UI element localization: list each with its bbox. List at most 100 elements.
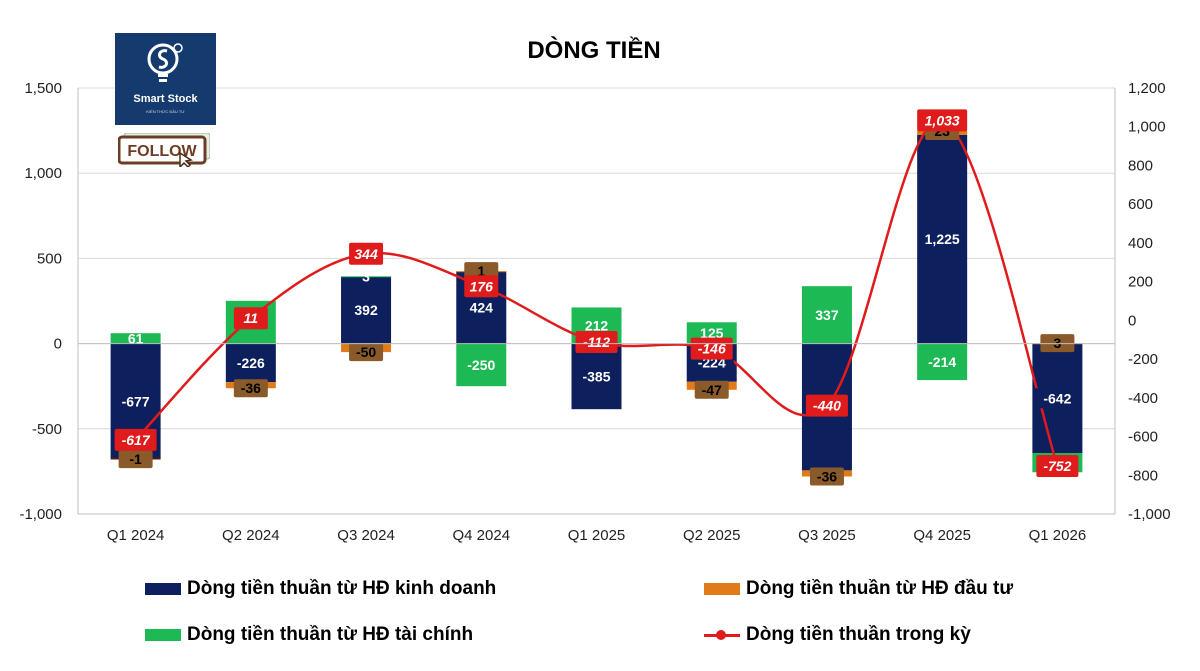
bar-label-investing: 1	[477, 263, 485, 279]
net-label-box	[575, 331, 618, 354]
follow-button[interactable]: FOLLOW	[118, 133, 210, 167]
bar-label-operating: -226	[237, 355, 265, 371]
bar-label-box-investing	[694, 380, 729, 399]
legend-label-investing: Dòng tiền thuần từ HĐ đầu tư	[746, 578, 1014, 599]
y-left-tick-label: -1,000	[19, 506, 62, 523]
bar-label-financing: 125	[700, 325, 724, 341]
y-left-tick-label: -500	[32, 421, 62, 438]
bar-label-investing: -50	[356, 344, 376, 360]
bar-label-investing: -36	[241, 380, 261, 396]
legend-swatch-investing	[704, 583, 740, 595]
legend-label-net: Dòng tiền thuần trong kỳ	[746, 624, 971, 645]
bar-label-operating: -642	[1043, 390, 1071, 406]
logo-name: Smart Stock	[133, 93, 198, 105]
bar-label-financing: -214	[928, 354, 956, 370]
net-label-box	[464, 275, 499, 298]
smart-stock-logo: Smart Stock KIẾN THỨC ĐẦU TƯ	[115, 33, 216, 125]
legend-swatch-operating	[145, 583, 181, 595]
legend-item-investing: Dòng tiền thuần từ HĐ đầu tư	[704, 578, 1013, 600]
cursor-icon	[179, 151, 193, 167]
net-label-box	[349, 242, 384, 265]
bar-financing	[917, 343, 968, 381]
bar-label-investing: -36	[817, 469, 837, 485]
bar-label-financing: -250	[467, 357, 495, 373]
y-left-tick-label: 0	[54, 336, 62, 353]
bar-label-financing: 337	[815, 307, 839, 323]
legend-item-operating: Dòng tiền thuần từ HĐ kinh doanh	[145, 578, 496, 600]
bar-label-operating: 1,225	[925, 231, 960, 247]
bar-label-financing: 212	[585, 318, 609, 334]
y-right-tick-label: -400	[1128, 390, 1158, 407]
chart-canvas: -677-161-226-36251392-5034241-250-385212…	[19, 36, 1170, 544]
net-label: 11	[244, 310, 259, 326]
logo-tagline: KIẾN THỨC ĐẦU TƯ	[146, 109, 185, 114]
x-tick-label: Q2 2025	[683, 527, 741, 544]
net-label-box	[1036, 454, 1079, 477]
bar-label-operating: 424	[470, 299, 494, 315]
net-label-box	[114, 428, 157, 451]
legend-label-operating: Dòng tiền thuần từ HĐ kinh doanh	[187, 578, 497, 599]
net-label-box	[917, 109, 968, 132]
y-right-tick-label: 0	[1128, 312, 1136, 329]
net-label: -146	[698, 341, 726, 357]
bar-label-box-operating	[113, 391, 158, 412]
legend-swatch-net	[704, 629, 740, 641]
y-right-tick-label: 1,000	[1128, 119, 1166, 136]
x-tick-label: Q4 2024	[453, 527, 511, 544]
bar-label-box-investing	[233, 379, 268, 398]
y-left-tick-label: 500	[37, 250, 62, 267]
y-left-tick-label: 1,500	[24, 80, 62, 97]
bar-label-box-operating	[1035, 388, 1080, 409]
x-tick-label: Q1 2024	[107, 527, 165, 544]
bar-label-box-investing	[1040, 334, 1075, 353]
bar-label-box-operating	[228, 352, 273, 373]
y-left-tick-label: 1,000	[24, 165, 62, 182]
chart-title: DÒNG TIỀN	[527, 36, 660, 64]
bar-label-box-investing	[349, 343, 384, 362]
bar-label-investing: -1	[129, 451, 142, 467]
x-tick-label: Q1 2025	[568, 527, 626, 544]
x-tick-label: Q4 2025	[913, 527, 971, 544]
lightbulb-icon	[147, 43, 183, 82]
bar-label-box-operating	[344, 300, 389, 321]
legend-label-financing: Dòng tiền thuần từ HĐ tài chính	[187, 624, 474, 645]
bar-financing	[110, 333, 161, 344]
legend-swatch-financing	[145, 629, 181, 641]
bar-label-box-operating	[459, 297, 504, 318]
bar-financing	[456, 343, 507, 387]
net-label: 344	[354, 246, 378, 262]
y-right-tick-label: 200	[1128, 274, 1153, 291]
bar-label-investing: -47	[702, 382, 722, 398]
bar-label-operating: -385	[582, 368, 610, 384]
net-label: -617	[122, 432, 151, 448]
bar-label-operating: 392	[354, 302, 378, 318]
net-label: -112	[583, 334, 610, 350]
net-label: 176	[470, 278, 494, 294]
x-tick-label: Q3 2024	[337, 527, 395, 544]
bar-label-box-operating	[574, 366, 619, 387]
x-tick-label: Q1 2026	[1029, 527, 1087, 544]
net-label: -440	[813, 398, 841, 414]
y-right-tick-label: -200	[1128, 351, 1158, 368]
x-tick-label: Q2 2024	[222, 527, 280, 544]
net-label-box	[805, 394, 848, 417]
net-label: -752	[1043, 458, 1071, 474]
bar-label-box-investing	[118, 450, 153, 469]
y-right-tick-label: -600	[1128, 429, 1158, 446]
legend-item-net: Dòng tiền thuần trong kỳ	[704, 624, 971, 646]
bar-label-investing: 3	[1053, 335, 1061, 351]
bar-financing	[341, 276, 392, 278]
bar-label-financing: 61	[128, 330, 144, 346]
bar-label-box-operating	[920, 229, 965, 250]
y-right-tick-label: 600	[1128, 196, 1153, 213]
y-right-tick-label: 800	[1128, 157, 1153, 174]
net-label: 1,033	[925, 112, 960, 128]
bar-label-financing: 3	[362, 269, 370, 285]
y-right-tick-label: 1,200	[1128, 80, 1166, 97]
net-label-box	[233, 307, 268, 330]
legend-item-financing: Dòng tiền thuần từ HĐ tài chính	[145, 624, 473, 646]
x-tick-label: Q3 2025	[798, 527, 856, 544]
bar-label-box-investing	[809, 467, 844, 486]
bar-label-operating: -677	[122, 393, 150, 409]
